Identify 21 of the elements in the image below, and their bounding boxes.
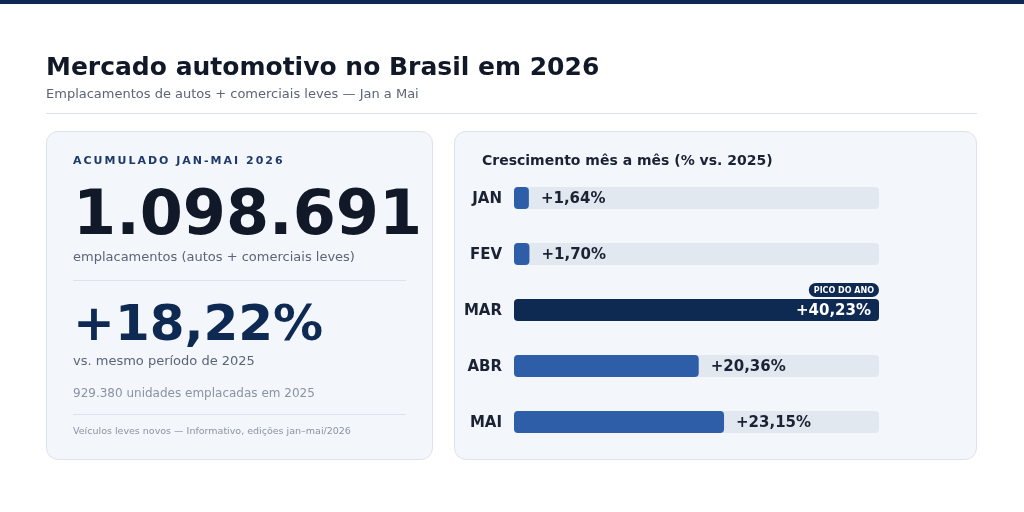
data-label: +1,70%: [541, 245, 607, 263]
text: 929.380 unidades emplacadas em 2025: [73, 386, 406, 415]
text: Emplacamentos de autos + comerciais leves — Jan a Mai: [46, 86, 419, 101]
text: emplacamentos (autos + comerciais leves): [73, 249, 406, 281]
data-label: +40,23%: [795, 301, 871, 319]
y-tick-label: FEV: [469, 245, 503, 263]
text: vs. mesmo período de 2025: [73, 353, 256, 368]
annotation: PICO DO ANO: [813, 285, 875, 295]
y-tick-label: ABR: [467, 357, 503, 375]
chart-title: Crescimento mês a mês (% vs. 2025): [482, 152, 773, 168]
data-label: +1,64%: [540, 189, 606, 207]
y-tick-label: MAI: [469, 413, 502, 431]
text: +18,22%: [73, 294, 325, 352]
text: 1.098.691: [73, 176, 423, 249]
text: Mercado automotivo no Brasil em 2026: [46, 52, 600, 81]
data-label: +23,15%: [736, 413, 812, 431]
y-tick-label: MAR: [463, 301, 503, 319]
data-label: +20,36%: [710, 357, 786, 375]
text: ACUMULADO JAN-MAI 2026: [73, 154, 286, 167]
text: Veículos leves novos — Informativo, edições jan–mai/2026: [73, 425, 352, 436]
y-tick-label: JAN: [471, 189, 502, 207]
